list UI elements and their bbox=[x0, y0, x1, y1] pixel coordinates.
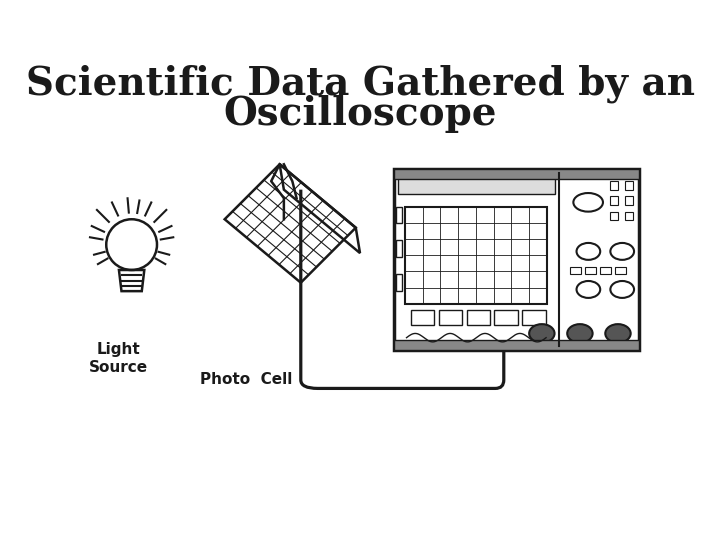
Text: Light
Source: Light Source bbox=[89, 342, 148, 375]
Bar bbox=[625, 181, 633, 190]
Bar bbox=[610, 181, 618, 190]
Ellipse shape bbox=[567, 324, 593, 343]
Bar bbox=[523, 310, 546, 325]
Bar bbox=[610, 212, 618, 220]
Bar bbox=[438, 310, 462, 325]
Text: Photo  Cell: Photo Cell bbox=[199, 372, 292, 387]
Bar bbox=[395, 207, 402, 224]
Bar bbox=[467, 310, 490, 325]
Ellipse shape bbox=[606, 324, 631, 343]
Text: Oscilloscope: Oscilloscope bbox=[223, 94, 497, 132]
Bar bbox=[395, 274, 402, 291]
Bar bbox=[585, 267, 596, 274]
Bar bbox=[405, 207, 547, 304]
Bar bbox=[495, 310, 518, 325]
Bar bbox=[616, 267, 626, 274]
Text: Scientific Data Gathered by an: Scientific Data Gathered by an bbox=[25, 65, 695, 103]
Bar bbox=[570, 267, 581, 274]
Bar bbox=[610, 197, 618, 205]
Bar bbox=[394, 340, 639, 350]
Ellipse shape bbox=[529, 324, 554, 343]
Bar bbox=[600, 267, 611, 274]
Bar bbox=[625, 197, 633, 205]
Bar bbox=[394, 168, 639, 179]
Bar bbox=[410, 310, 434, 325]
Bar bbox=[625, 212, 633, 220]
Bar bbox=[398, 176, 554, 194]
Bar bbox=[394, 168, 639, 350]
Bar bbox=[395, 240, 402, 258]
